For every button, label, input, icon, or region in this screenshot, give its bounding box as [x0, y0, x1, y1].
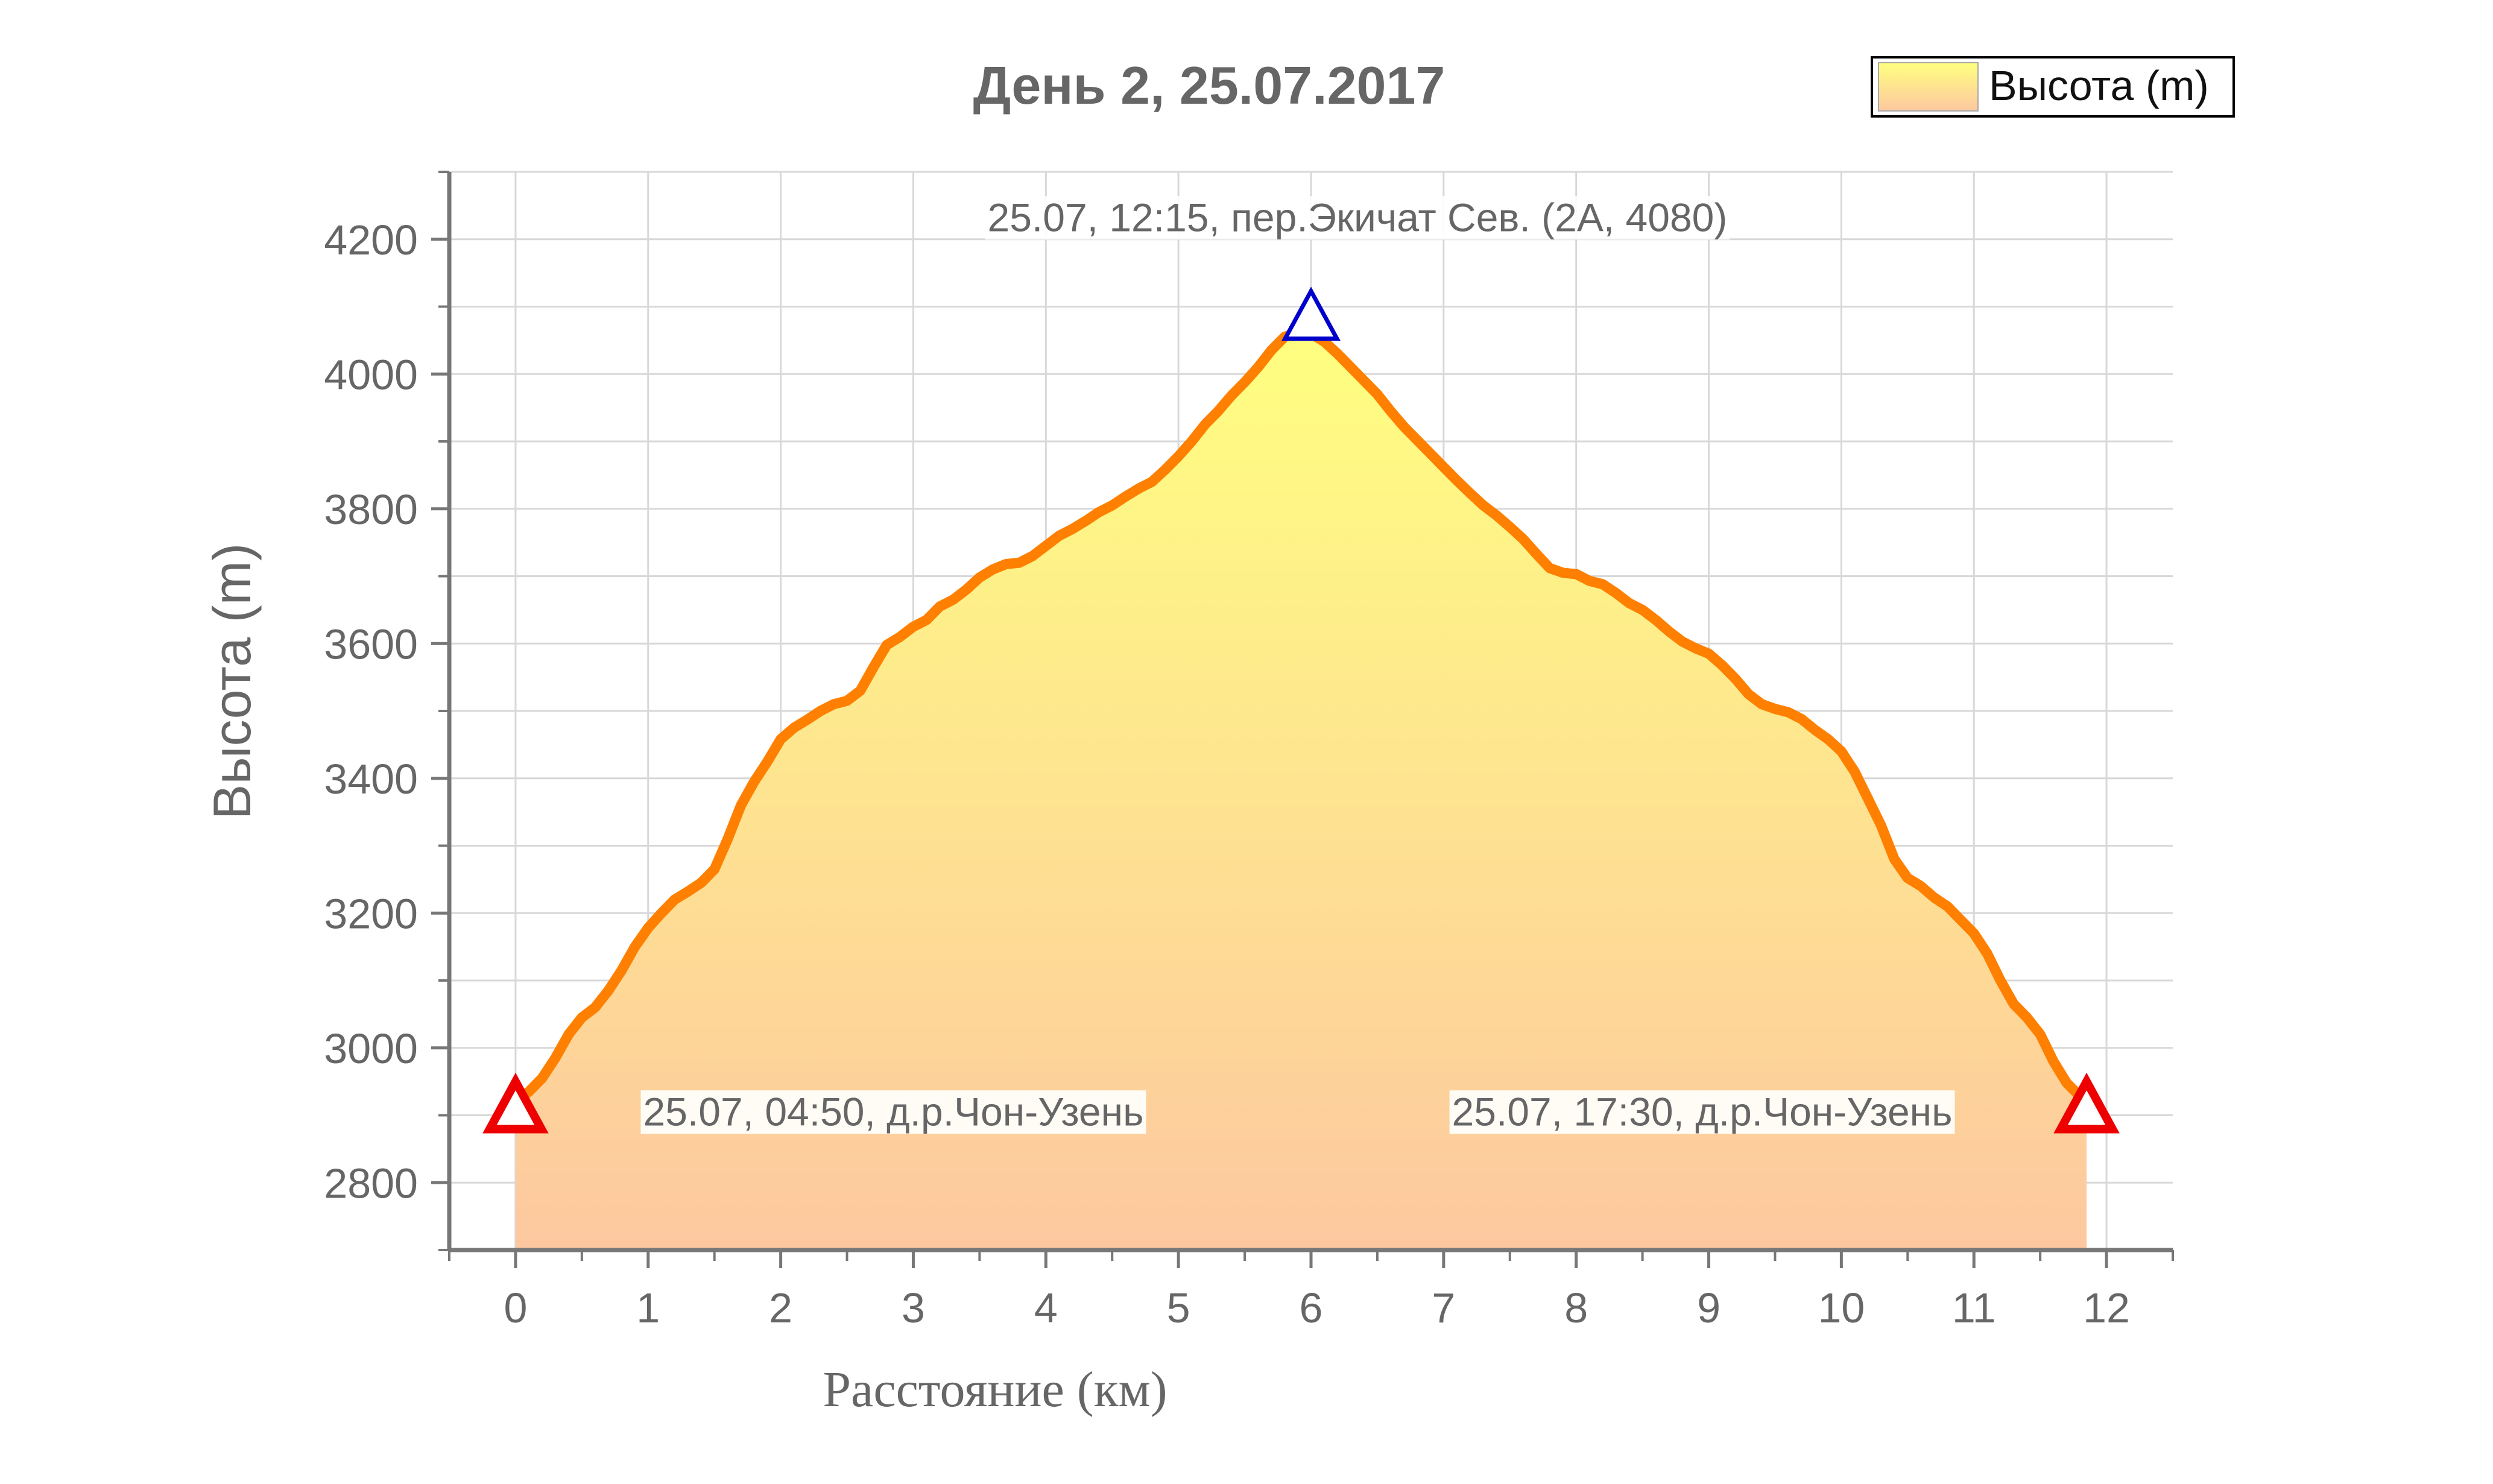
- annotation-bg: [985, 196, 1730, 240]
- y-tick-label: 3400: [324, 756, 418, 803]
- x-tick-label: 12: [2083, 1284, 2130, 1331]
- x-tick-label: 7: [1432, 1284, 1455, 1331]
- x-tick-label: 2: [769, 1284, 792, 1331]
- annotations: 25.07, 12:15, пер.Экичат Сев. (2А, 4080)…: [640, 195, 1955, 1134]
- annotation-text: 25.07, 12:15, пер.Экичат Сев. (2А, 4080): [988, 195, 1728, 239]
- triangle-marker: [2053, 1072, 2120, 1134]
- annotation: 25.07, 17:30, д.р.Чон-Узень: [1449, 1089, 1955, 1134]
- x-tick-label: 9: [1697, 1284, 1720, 1331]
- annotation-text: 25.07, 04:50, д.р.Чон-Узень: [643, 1089, 1144, 1134]
- y-tick-label: 4200: [324, 216, 418, 264]
- x-axis-label: Расстояние (км): [823, 1362, 1167, 1418]
- y-tick-label: 2800: [324, 1160, 418, 1207]
- annotation-bg: [1449, 1090, 1955, 1134]
- legend: Высота (m): [1871, 56, 2235, 118]
- chart-title: День 2, 25.07.2017: [973, 55, 1446, 115]
- annotation: 25.07, 04:50, д.р.Чон-Узень: [640, 1089, 1146, 1134]
- x-tick-label: 11: [1952, 1284, 1996, 1331]
- annotation-text: 25.07, 17:30, д.р.Чон-Узень: [1452, 1089, 1953, 1134]
- y-tick-label: 4000: [324, 351, 418, 398]
- triangle-marker: [1281, 286, 1341, 341]
- x-tick-label: 8: [1564, 1284, 1588, 1331]
- elevation-area: [515, 332, 2087, 1250]
- y-tick-label: 3200: [324, 890, 418, 937]
- x-tick-labels: 0 1 2 3 4 5 6 7 8 9 10 11 12: [448, 1250, 2174, 1331]
- legend-swatch: [1878, 62, 1979, 112]
- legend-label: Высота (m): [1989, 62, 2209, 109]
- annotation: 25.07, 12:15, пер.Экичат Сев. (2А, 4080): [985, 195, 1730, 240]
- x-tick-label: 0: [504, 1284, 527, 1331]
- y-axis-label: Высота (m): [202, 543, 262, 820]
- y-tick-label: 3800: [324, 486, 418, 533]
- x-tick-label: 1: [636, 1284, 660, 1331]
- y-tick-labels: 2800 3000 3200 3400 3600 3800 4000 4200: [324, 171, 449, 1251]
- annotation-bg: [640, 1090, 1146, 1134]
- x-tick-label: 10: [1818, 1284, 1865, 1331]
- x-tick-label: 5: [1167, 1284, 1190, 1331]
- y-tick-label: 3000: [324, 1025, 418, 1072]
- x-tick-label: 4: [1034, 1284, 1058, 1331]
- y-tick-label: 3600: [324, 620, 418, 668]
- markers: [482, 286, 2120, 1134]
- x-tick-label: 3: [902, 1284, 925, 1331]
- x-tick-label: 6: [1300, 1284, 1323, 1331]
- triangle-marker: [482, 1072, 549, 1134]
